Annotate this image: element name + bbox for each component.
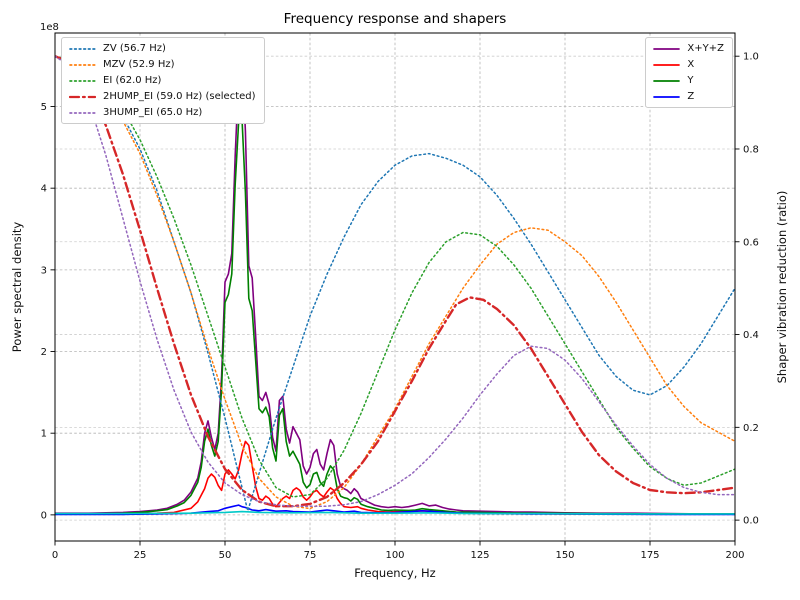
x-tick-label: 25 — [134, 550, 147, 561]
legend-item: 3HUMP_EI (65.0 Hz) — [69, 106, 256, 119]
legend-label: Y — [687, 75, 694, 86]
legend-label: X+Y+Z — [687, 43, 724, 54]
legend-label: X — [687, 59, 695, 70]
right-y-axis-label: Shaper vibration reduction (ratio) — [775, 190, 789, 384]
left-y-tick-label: 2 — [41, 347, 47, 358]
shaper-series-ei-62-0-hz — [55, 55, 735, 498]
shaper-series-2hump-ei-59-0-hz-selected — [55, 55, 735, 508]
legend-line-sample — [69, 47, 96, 50]
shaper-series-mzv-52-9-hz — [55, 55, 735, 510]
right-y-tick-label: 1.0 — [743, 52, 759, 63]
psd-series-y — [55, 118, 735, 515]
x-tick-label: 175 — [640, 550, 659, 561]
left-y-tick-label: 4 — [41, 184, 47, 195]
legend-line-sample — [69, 63, 96, 66]
legend-line-sample — [69, 79, 96, 82]
x-tick-label: 150 — [555, 550, 574, 561]
y-axis-offset-text: 1e8 — [40, 22, 59, 33]
left-y-tick-label: 1 — [41, 429, 47, 440]
legend-label: ZV (56.7 Hz) — [103, 43, 166, 54]
right-y-tick-label: 0.6 — [743, 237, 759, 248]
legend-item: MZV (52.9 Hz) — [69, 58, 256, 71]
right-y-tick-label: 0.2 — [743, 423, 759, 434]
x-tick-label: 125 — [470, 550, 489, 561]
right-y-tick-label: 0.8 — [743, 144, 759, 155]
x-tick-label: 50 — [219, 550, 232, 561]
chart-title: Frequency response and shapers — [283, 11, 507, 27]
legend-line-sample — [653, 47, 681, 50]
x-axis-label: Frequency, Hz — [354, 566, 436, 580]
legend-label: 2HUMP_EI (59.0 Hz) (selected) — [103, 91, 256, 102]
legend-item: X — [653, 58, 724, 71]
legend-item: X+Y+Z — [653, 42, 724, 55]
series-group — [55, 55, 735, 516]
x-tick-label: 75 — [304, 550, 317, 561]
x-tick-label: 100 — [385, 550, 404, 561]
legend-label: MZV (52.9 Hz) — [103, 59, 175, 70]
legend-line-sample — [69, 111, 96, 114]
legend-label: Z — [687, 91, 695, 102]
shaper-series-zv-56-7-hz — [55, 55, 735, 512]
x-tick-label: 0 — [52, 550, 58, 561]
psd-series-extra — [55, 510, 735, 515]
legend-line-sample — [653, 95, 681, 98]
legend-line-sample — [653, 63, 681, 66]
shaper-legend: ZV (56.7 Hz) MZV (52.9 Hz) EI (62.0 Hz) 2HU… — [61, 37, 265, 124]
psd-series-x-y-z — [55, 55, 735, 515]
shaper-series-3hump-ei-65-0-hz — [55, 55, 735, 507]
right-y-tick-label: 0.4 — [743, 330, 759, 341]
legend-item: ZV (56.7 Hz) — [69, 42, 256, 55]
left-y-tick-label: 0 — [41, 510, 47, 521]
legend-line-sample — [69, 95, 96, 98]
right-y-tick-label: 0.0 — [743, 516, 759, 527]
psd-legend: X+Y+Z X Y Z — [645, 37, 733, 108]
left-y-tick-label: 3 — [41, 265, 47, 276]
legend-label: 3HUMP_EI (65.0 Hz) — [103, 107, 203, 118]
legend-item: Z — [653, 90, 724, 103]
legend-item: Y — [653, 74, 724, 87]
legend-label: EI (62.0 Hz) — [103, 75, 162, 86]
legend-line-sample — [653, 79, 681, 82]
left-y-tick-label: 5 — [41, 102, 47, 113]
legend-item: EI (62.0 Hz) — [69, 74, 256, 87]
legend-item-selected: 2HUMP_EI (59.0 Hz) (selected) — [69, 90, 256, 103]
x-tick-label: 200 — [725, 550, 744, 561]
left-y-axis-label: Power spectral density — [10, 221, 24, 353]
